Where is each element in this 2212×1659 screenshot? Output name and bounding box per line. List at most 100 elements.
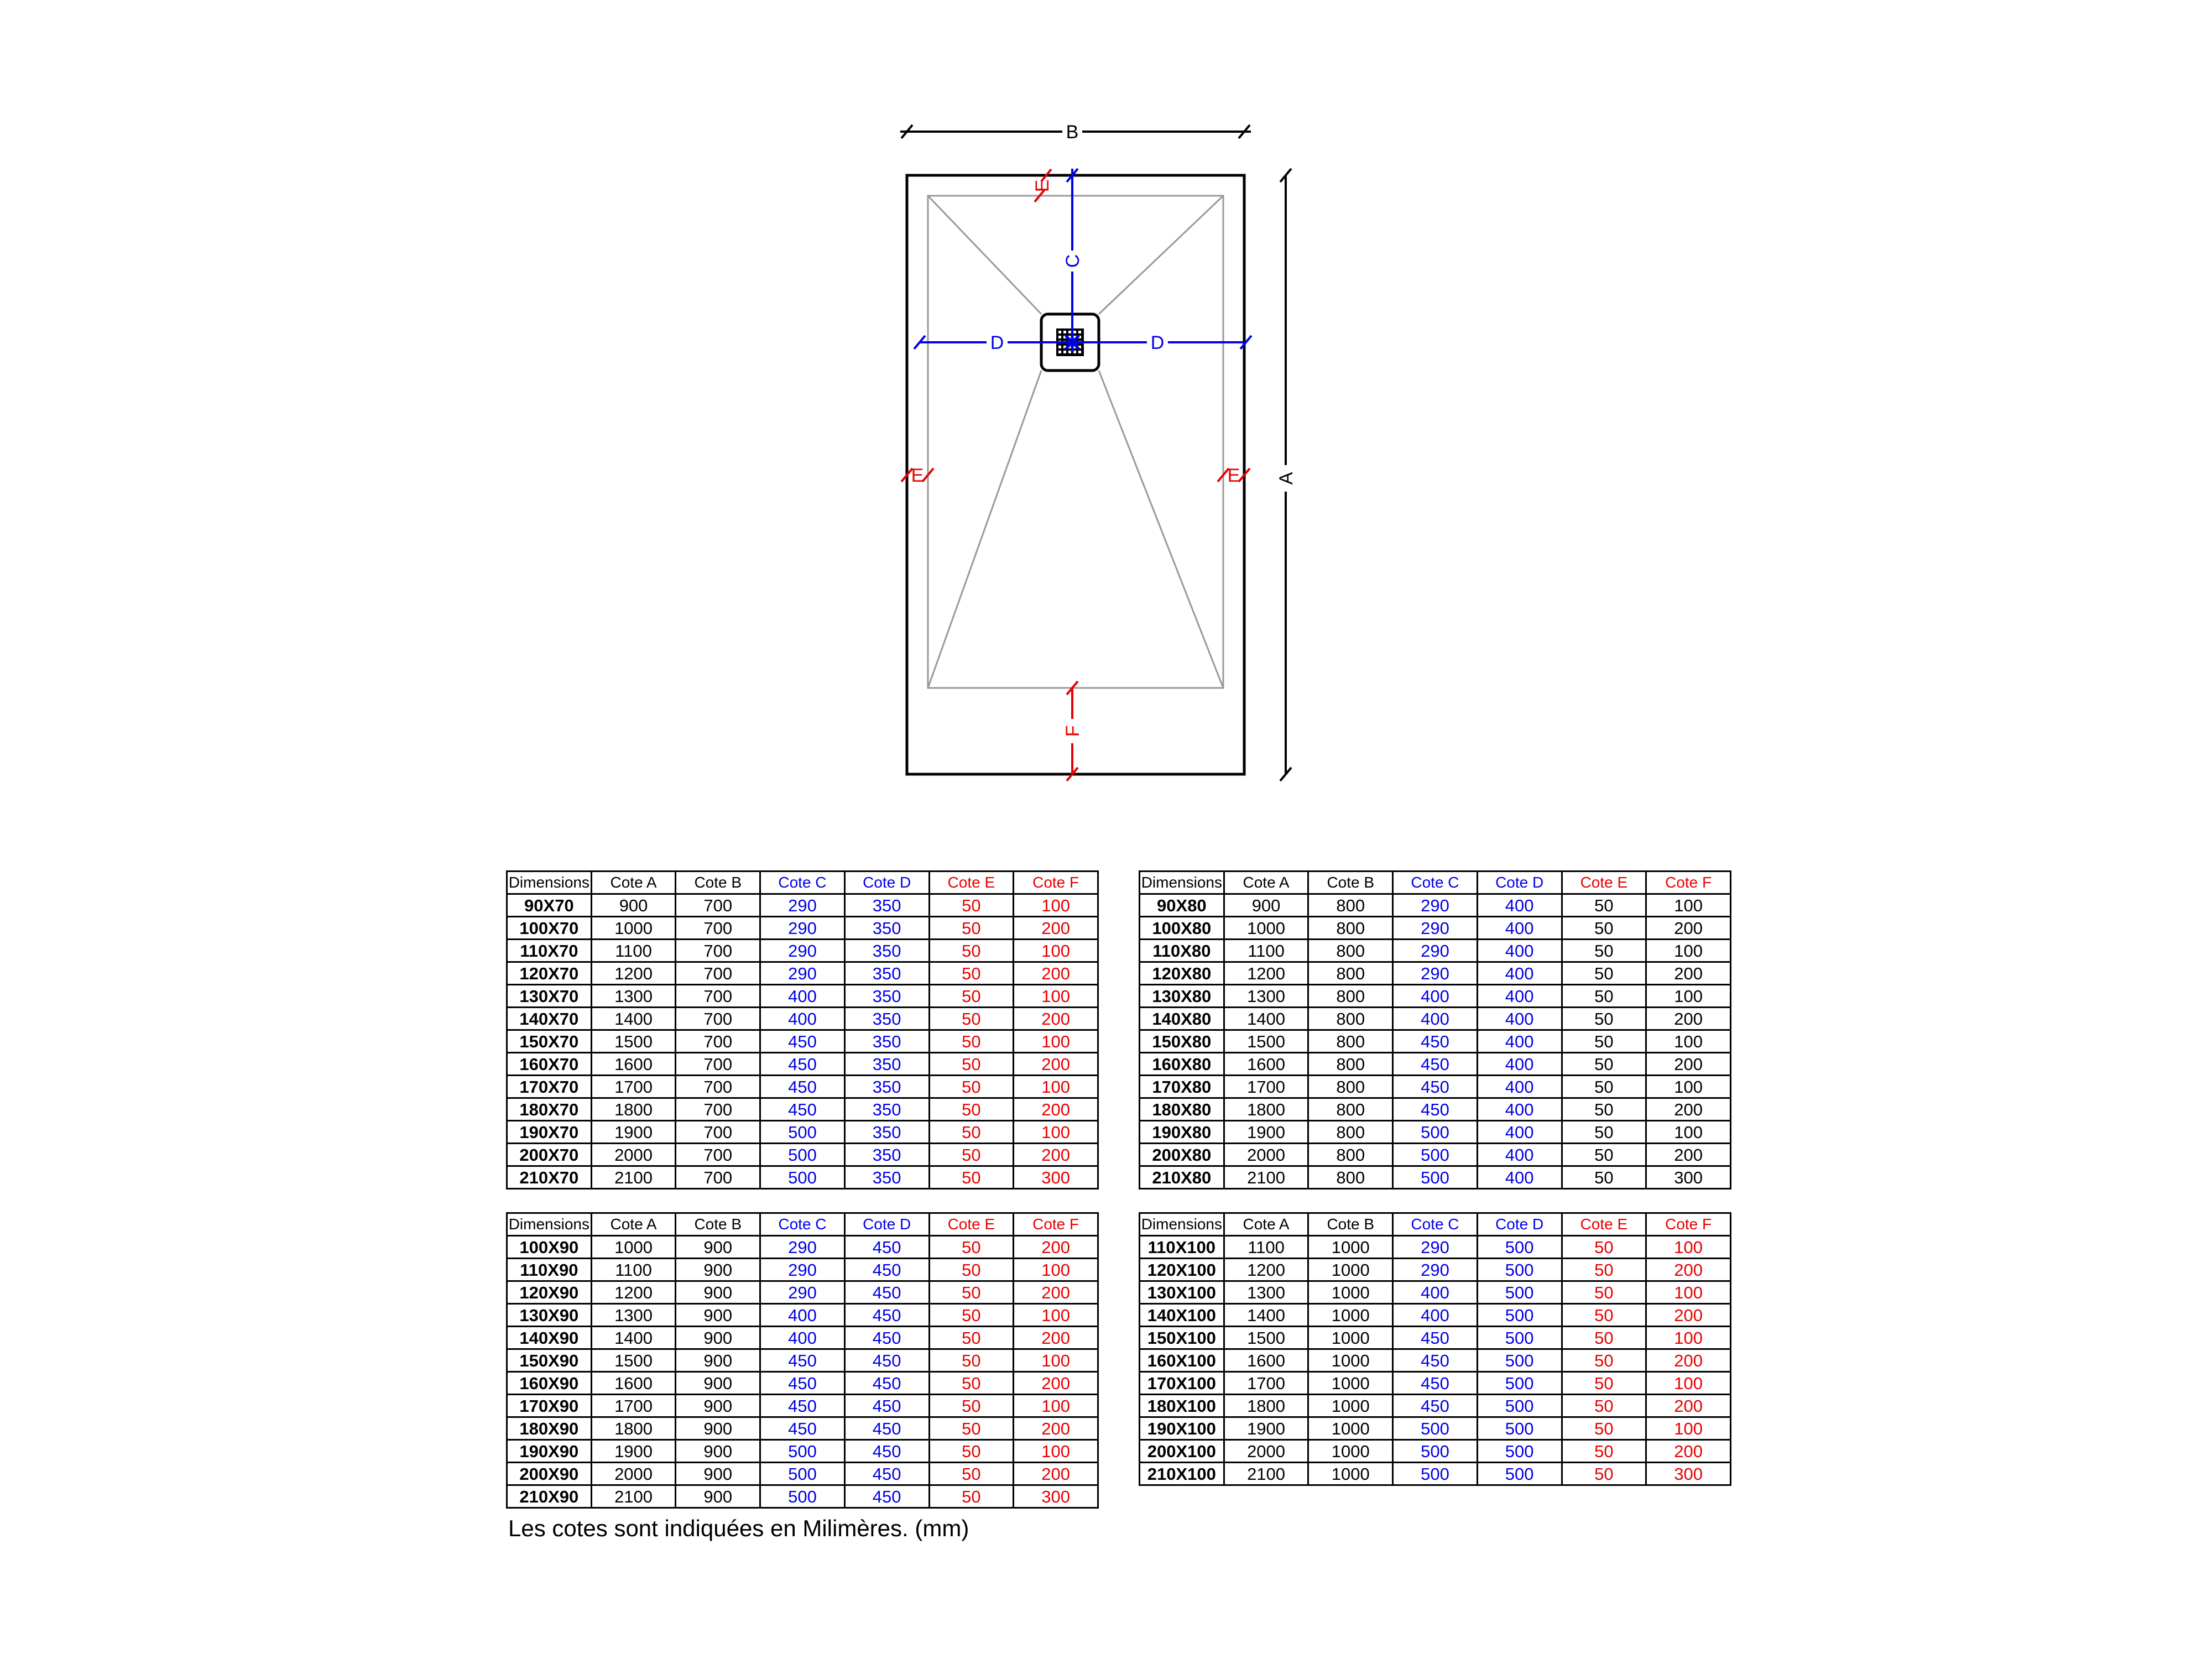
table-cell: 210X70 <box>506 1165 592 1190</box>
table-cell: 350 <box>843 893 930 917</box>
table-cell: 450 <box>843 1416 930 1441</box>
table-cell: 450 <box>843 1394 930 1418</box>
table-cell: 50 <box>928 893 1015 917</box>
table-row: 130X80 1300 800 400 400 50 100 <box>1139 984 1731 1008</box>
table-cell: 1000 <box>1223 916 1310 940</box>
table-cell: 700 <box>675 1165 761 1190</box>
table-cell: 50 <box>928 1052 1015 1076</box>
table-cell: 150X90 <box>506 1348 592 1373</box>
table-cell: 100 <box>1013 1120 1099 1144</box>
table-cell: 500 <box>759 1439 846 1463</box>
table-cell: 50 <box>1561 893 1647 917</box>
tick-a-top <box>1279 168 1292 183</box>
header-row: Dimensions Cote A Cote B Cote C Cote D Cote E… <box>506 870 1099 895</box>
table-cell: 50 <box>1561 1074 1647 1099</box>
table-cell: 150X70 <box>506 1029 592 1053</box>
table-cell: 290 <box>1392 916 1478 940</box>
table-cell: 200 <box>1645 1052 1731 1076</box>
table-cell: 140X90 <box>506 1326 592 1350</box>
table-cell: 50 <box>928 1462 1015 1486</box>
table-cell: 290 <box>759 916 846 940</box>
table-cell: 50 <box>928 1303 1015 1327</box>
table-cell: 90X80 <box>1139 893 1225 917</box>
table-cell: 350 <box>843 1074 930 1099</box>
table-cell: 450 <box>843 1303 930 1327</box>
table-cell: 800 <box>1307 1142 1394 1167</box>
table-cell: 450 <box>759 1416 846 1441</box>
table-cell: 130X70 <box>506 984 592 1008</box>
table-row: 180X80 1800 800 450 400 50 200 <box>1139 1097 1731 1121</box>
table-cell: 1500 <box>590 1348 677 1373</box>
table-row: 160X90 1600 900 450 450 50 200 <box>506 1371 1099 1395</box>
table-cell: 50 <box>928 1097 1015 1121</box>
table-row: 100X90 1000 900 290 450 50 200 <box>506 1235 1099 1259</box>
table-cell: 1200 <box>590 1280 677 1305</box>
table-cell: 450 <box>843 1439 930 1463</box>
table-cell: 400 <box>1476 984 1563 1008</box>
table-cell: 200 <box>1013 1462 1099 1486</box>
table-cell: 1300 <box>1223 984 1310 1008</box>
table-cell: 450 <box>1392 1052 1478 1076</box>
table-cell: 180X70 <box>506 1097 592 1121</box>
dimensions-table-90: Dimensions Cote A Cote B Cote C Cote D Cote E… <box>506 1212 1099 1509</box>
table-cell: 50 <box>1561 1052 1647 1076</box>
column-header-cote-f: Cote F <box>1013 870 1099 895</box>
table-cell: 110X70 <box>506 938 592 963</box>
table-cell: 200 <box>1013 1097 1099 1121</box>
table-cell: 100 <box>1013 984 1099 1008</box>
table-cell: 1000 <box>590 1235 677 1259</box>
table-cell: 350 <box>843 1006 930 1031</box>
table-cell: 50 <box>928 1484 1015 1509</box>
table-cell: 1000 <box>1307 1348 1394 1373</box>
table-cell: 50 <box>1561 1416 1647 1441</box>
table-cell: 450 <box>759 1348 846 1373</box>
table-cell: 350 <box>843 984 930 1008</box>
table-cell: 450 <box>1392 1348 1478 1373</box>
table-cell: 190X100 <box>1139 1416 1225 1441</box>
table-cell: 1100 <box>590 938 677 963</box>
table-cell: 200 <box>1013 916 1099 940</box>
column-header-dimensions: Dimensions <box>1139 870 1225 895</box>
table-cell: 500 <box>1392 1439 1478 1463</box>
table-row: 190X80 1900 800 500 400 50 100 <box>1139 1120 1731 1144</box>
header-row: Dimensions Cote A Cote B Cote C Cote D Cote E… <box>506 1212 1099 1237</box>
table-cell: 1100 <box>590 1258 677 1282</box>
table-cell: 700 <box>675 1006 761 1031</box>
table-row: 190X70 1900 700 500 350 50 100 <box>506 1120 1099 1144</box>
table-cell: 700 <box>675 938 761 963</box>
table-cell: 400 <box>1392 1006 1478 1031</box>
table-cell: 180X90 <box>506 1416 592 1441</box>
table-cell: 290 <box>759 961 846 985</box>
table-cell: 350 <box>843 1097 930 1121</box>
table-cell: 50 <box>928 1120 1015 1144</box>
label-f: F <box>1062 726 1083 737</box>
table-cell: 290 <box>759 1258 846 1282</box>
table-cell: 120X70 <box>506 961 592 985</box>
table-cell: 450 <box>843 1371 930 1395</box>
table-row: 90X80 900 800 290 400 50 100 <box>1139 893 1731 917</box>
table-cell: 700 <box>675 961 761 985</box>
table-cell: 900 <box>675 1303 761 1327</box>
table-cell: 100 <box>1013 1439 1099 1463</box>
table-cell: 190X90 <box>506 1439 592 1463</box>
table-cell: 700 <box>675 1029 761 1053</box>
table-row: 150X80 1500 800 450 400 50 100 <box>1139 1029 1731 1053</box>
table-cell: 500 <box>759 1142 846 1167</box>
column-header-cote-d: Cote D <box>1476 1212 1563 1237</box>
table-cell: 210X100 <box>1139 1462 1225 1486</box>
table-cell: 120X100 <box>1139 1258 1225 1282</box>
table-row: 150X100 1500 1000 450 500 50 100 <box>1139 1326 1731 1350</box>
table-cell: 200 <box>1013 1235 1099 1259</box>
table-cell: 200 <box>1645 1258 1731 1282</box>
table-cell: 50 <box>928 984 1015 1008</box>
column-header-cote-f: Cote F <box>1645 870 1731 895</box>
table-cell: 800 <box>1307 1006 1394 1031</box>
table-cell: 160X90 <box>506 1371 592 1395</box>
dimension-e-right: E <box>1217 465 1251 486</box>
table-cell: 140X80 <box>1139 1006 1225 1031</box>
table-row: 110X80 1100 800 290 400 50 100 <box>1139 938 1731 963</box>
table-cell: 190X80 <box>1139 1120 1225 1144</box>
table-cell: 200 <box>1645 1303 1731 1327</box>
table-cell: 50 <box>928 1394 1015 1418</box>
table-cell: 350 <box>843 1029 930 1053</box>
